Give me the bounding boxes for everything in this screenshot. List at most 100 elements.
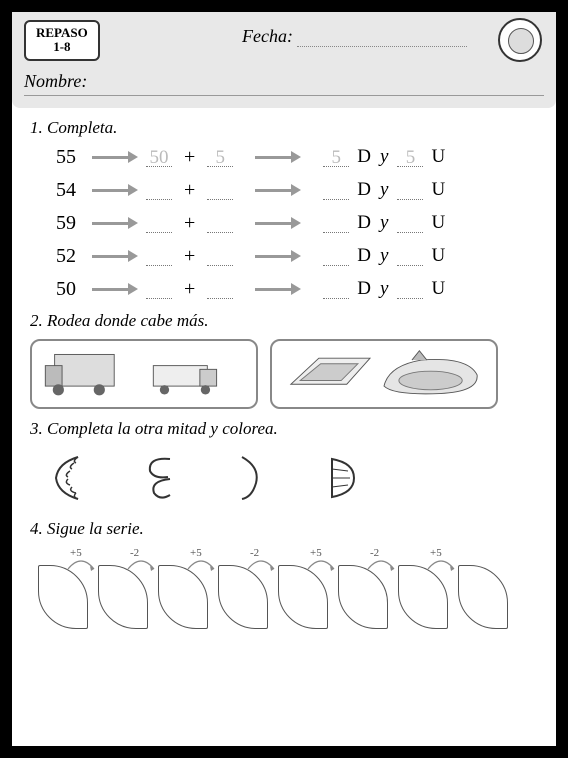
arrow-icon <box>92 284 138 294</box>
plus-sign: + <box>180 146 199 169</box>
tens-blank[interactable] <box>146 213 172 233</box>
d-label: D <box>357 278 372 300</box>
d-blank[interactable] <box>323 246 349 266</box>
u-blank[interactable] <box>397 180 423 200</box>
q1-row: 54 + D y U <box>30 179 538 202</box>
q1-row: 5550+55 D y5 U <box>30 146 538 169</box>
q1-number: 59 <box>48 212 84 235</box>
question-4: 4. Sigue la serie. 4 +5-2+5-2+5-2+5 <box>30 519 538 637</box>
shape-scallop-half[interactable] <box>50 453 90 503</box>
units-blank[interactable] <box>207 213 233 233</box>
arrow-icon <box>92 218 138 228</box>
d-blank[interactable] <box>323 279 349 299</box>
units-blank[interactable] <box>207 279 233 299</box>
tens-blank[interactable] <box>146 279 172 299</box>
shape-leaf-half[interactable] <box>320 453 360 503</box>
arc-arrow-icon <box>306 557 336 571</box>
avatar-icon <box>498 18 542 62</box>
d-label: D <box>357 212 372 234</box>
arrow-icon <box>255 152 301 162</box>
plus-sign: + <box>180 179 199 202</box>
repaso-line1: REPASO <box>36 26 88 40</box>
units-blank[interactable] <box>207 246 233 266</box>
repaso-line2: 1-8 <box>36 40 88 54</box>
nombre-label: Nombre: <box>24 71 87 91</box>
serie-leaf[interactable] <box>38 565 88 629</box>
d-label: D <box>357 146 372 168</box>
serie-leaf[interactable] <box>98 565 148 629</box>
u-blank[interactable] <box>397 246 423 266</box>
plus-sign: + <box>180 212 199 235</box>
plus-sign: + <box>180 245 199 268</box>
repaso-badge: REPASO 1-8 <box>24 20 100 61</box>
serie-leaf[interactable] <box>218 565 268 629</box>
q3-shapes <box>30 447 538 509</box>
fecha-blank[interactable] <box>297 33 467 47</box>
y-label: y <box>380 179 389 201</box>
units-blank[interactable]: 5 <box>207 147 233 167</box>
u-label: U <box>431 212 446 234</box>
arrow-icon <box>255 218 301 228</box>
arc-arrow-icon <box>66 557 96 571</box>
tens-blank[interactable] <box>146 180 172 200</box>
arrow-icon <box>255 185 301 195</box>
d-blank[interactable] <box>323 213 349 233</box>
q4-serie: 4 +5-2+5-2+5-2+5 <box>30 547 538 637</box>
q2-prompt: 2. Rodea donde cabe más. <box>30 311 538 331</box>
nombre-field: Nombre: <box>24 71 544 96</box>
fecha-label: Fecha: <box>242 26 293 46</box>
y-label: y <box>380 212 389 234</box>
arc-arrow-icon <box>426 557 456 571</box>
fecha-field: Fecha: <box>242 26 467 47</box>
question-2: 2. Rodea donde cabe más. <box>30 311 538 409</box>
units-blank[interactable] <box>207 180 233 200</box>
u-label: U <box>431 146 446 168</box>
q1-number: 50 <box>48 278 84 301</box>
arc-arrow-icon <box>246 557 276 571</box>
y-label: y <box>380 245 389 267</box>
q1-row: 52 + D y U <box>30 245 538 268</box>
tens-blank[interactable]: 50 <box>146 147 172 167</box>
u-blank[interactable] <box>397 213 423 233</box>
y-label: y <box>380 278 389 300</box>
serie-leaf[interactable] <box>398 565 448 629</box>
q1-row: 59 + D y U <box>30 212 538 235</box>
d-label: D <box>357 179 372 201</box>
shape-wing-half[interactable] <box>230 453 270 503</box>
arrow-icon <box>255 251 301 261</box>
q1-number: 54 <box>48 179 84 202</box>
q1-prompt: 1. Completa. <box>30 118 538 138</box>
worksheet-page: REPASO 1-8 Fecha: Nombre: 1. Completa. 5… <box>12 12 556 746</box>
serie-leaf[interactable] <box>458 565 508 629</box>
arc-arrow-icon <box>126 557 156 571</box>
option-pools[interactable] <box>270 339 498 409</box>
y-label: y <box>380 146 389 168</box>
u-label: U <box>431 245 446 267</box>
q1-row: 50 + D y U <box>30 278 538 301</box>
option-trucks[interactable] <box>30 339 258 409</box>
u-label: U <box>431 179 446 201</box>
q1-number: 52 <box>48 245 84 268</box>
arrow-icon <box>92 185 138 195</box>
plus-sign: + <box>180 278 199 301</box>
d-label: D <box>357 245 372 267</box>
arrow-icon <box>92 251 138 261</box>
serie-leaf[interactable] <box>158 565 208 629</box>
q4-prompt: 4. Sigue la serie. <box>30 519 538 539</box>
header: REPASO 1-8 Fecha: Nombre: <box>12 12 556 108</box>
question-3: 3. Completa la otra mitad y colorea. <box>30 419 538 509</box>
arrow-icon <box>92 152 138 162</box>
d-blank[interactable] <box>323 180 349 200</box>
question-1: 1. Completa. 5550+55 D y5 U54+ D y U59+ … <box>30 118 538 301</box>
u-blank[interactable]: 5 <box>397 147 423 167</box>
arc-arrow-icon <box>366 557 396 571</box>
u-blank[interactable] <box>397 279 423 299</box>
q1-number: 55 <box>48 146 84 169</box>
d-blank[interactable]: 5 <box>323 147 349 167</box>
shape-butterfly-half[interactable] <box>140 453 180 503</box>
q3-prompt: 3. Completa la otra mitad y colorea. <box>30 419 538 439</box>
serie-leaf[interactable] <box>278 565 328 629</box>
serie-leaf[interactable] <box>338 565 388 629</box>
tens-blank[interactable] <box>146 246 172 266</box>
u-label: U <box>431 278 446 300</box>
